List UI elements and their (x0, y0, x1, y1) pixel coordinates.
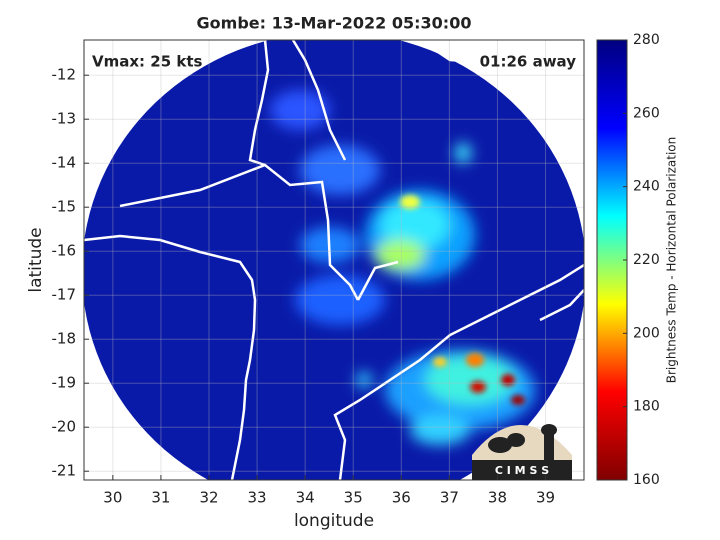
colorbar-tick-label: 220 (633, 252, 660, 268)
x-tick-label: 31 (151, 489, 170, 507)
colorbar-tick-label: 260 (633, 105, 660, 121)
x-tick-label: 34 (296, 489, 315, 507)
logo: C I M S S (472, 424, 572, 480)
annotation: Vmax: 25 kts (92, 53, 202, 71)
x-tick-label: 32 (199, 489, 218, 507)
y-tick-label: -19 (52, 374, 77, 392)
x-tick-label: 39 (536, 489, 555, 507)
chart-title: Gombe: 13-Mar-2022 05:30:00 (197, 14, 472, 33)
y-tick-label: -18 (52, 330, 77, 348)
cold-cores (400, 195, 525, 405)
colorbar-tick-label: 200 (633, 325, 660, 341)
plot-frame (83, 39, 585, 481)
y-tick-label: -17 (52, 286, 77, 304)
logo-text: C I M S S (495, 464, 549, 477)
y-tick-label: -21 (52, 462, 77, 480)
x-tick-label: 30 (103, 489, 122, 507)
y-tick-label: -12 (52, 66, 77, 84)
grid-overlay (84, 40, 584, 480)
y-tick-label: -14 (52, 154, 77, 172)
coastlines (84, 40, 584, 480)
y-axis-label: latitude (26, 227, 46, 292)
x-tick-label: 36 (392, 489, 411, 507)
convection (270, 90, 535, 445)
colorbar (596, 39, 628, 481)
y-tick-label: -15 (52, 198, 77, 216)
colorbar-label: Brightness Temp - Horizontal Polarizatio… (665, 137, 679, 384)
x-tick-label: 38 (488, 489, 507, 507)
y-tick-label: -20 (52, 418, 77, 436)
x-axis-label: longitude (294, 511, 374, 531)
x-tick-label: 37 (440, 489, 459, 507)
colorbar-tick-label: 180 (633, 399, 660, 415)
colorbar-tick-label: 240 (633, 179, 660, 195)
colorbar-tick-label: 160 (633, 472, 660, 488)
y-tick-label: -13 (52, 110, 77, 128)
swath (84, 40, 584, 480)
annotation: 01:26 away (480, 53, 577, 71)
y-tick-label: -16 (52, 242, 77, 260)
colorbar-tick-label: 280 (633, 32, 660, 48)
x-tick-label: 33 (248, 489, 267, 507)
x-tick-label: 35 (344, 489, 363, 507)
